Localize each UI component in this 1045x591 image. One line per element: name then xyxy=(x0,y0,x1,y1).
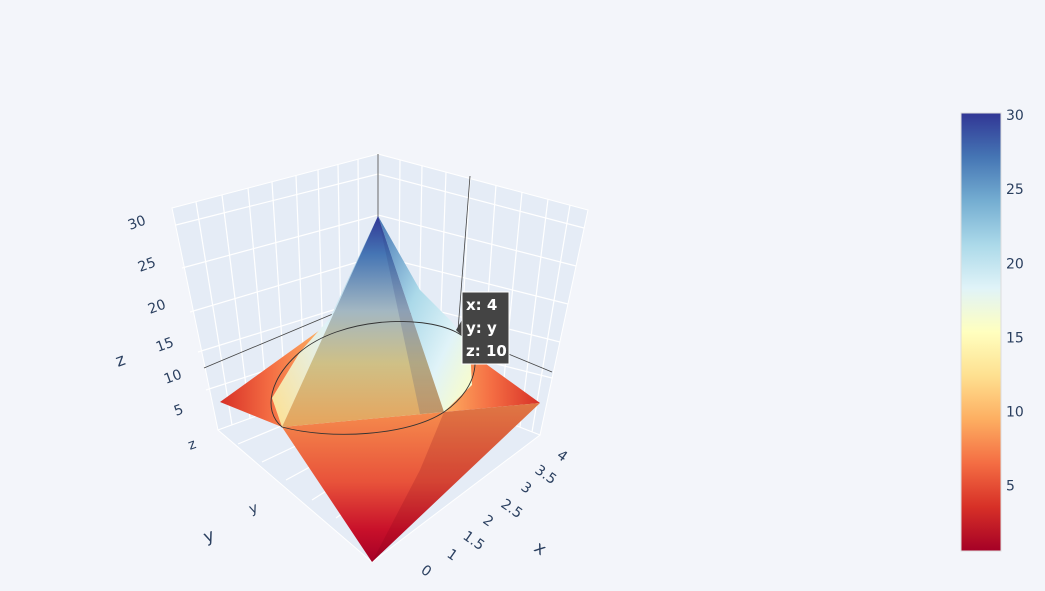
x-tick-label: 3 xyxy=(518,479,534,497)
x-tick-label: 3.5 xyxy=(532,462,559,488)
y-axis-ticks: y xyxy=(247,500,260,518)
z-tick-label: 15 xyxy=(154,335,176,356)
y-tick-label: y xyxy=(247,500,260,518)
z-tick-label: 30 xyxy=(126,213,148,234)
z-axis-title: z xyxy=(113,350,128,372)
z-tick-label: 20 xyxy=(146,297,168,318)
hover-x: x: 4 xyxy=(466,296,497,314)
surface[interactable] xyxy=(220,216,540,562)
contour-ring xyxy=(270,321,476,435)
colorbar-tick-label: 15 xyxy=(1006,330,1024,346)
x-axis-title: x xyxy=(530,538,550,560)
colorbar-tick-label: 5 xyxy=(1006,479,1015,495)
x-tick-label: 1.5 xyxy=(460,528,487,554)
surface-left-wing xyxy=(220,330,320,427)
x-tick-label: 2 xyxy=(480,512,496,530)
cone-left-flank xyxy=(272,216,378,427)
z-tick-label: z xyxy=(186,436,198,454)
hover-z: z: 10 xyxy=(466,342,507,360)
y-axis-title: y xyxy=(201,525,217,547)
hover-tooltip: x: 4 y: y z: 10 xyxy=(456,291,510,365)
x-tick-label: 0 xyxy=(418,562,434,580)
colorbar-gradient xyxy=(960,112,1002,552)
x-tick-label: 2.5 xyxy=(498,496,525,522)
z-tick-label: 10 xyxy=(162,367,184,388)
colorbar-tick-label: 30 xyxy=(1006,108,1024,124)
z-tick-label: 5 xyxy=(172,402,186,420)
z-axis-ticks: 30 25 20 15 10 5z xyxy=(126,213,198,454)
surface-lower-plane xyxy=(282,403,540,562)
x-tick-label: 1 xyxy=(444,546,460,564)
colorbar-tick-label: 20 xyxy=(1006,256,1024,272)
cone-front-face xyxy=(282,216,444,427)
colorbar-ticks: 30 25 20 15 10 5 xyxy=(1006,108,1024,495)
colorbar-tick-label: 25 xyxy=(1006,182,1024,198)
hover-y: y: y xyxy=(466,319,497,337)
x-tick-label: 4 xyxy=(554,447,571,465)
colorbar-tick-label: 10 xyxy=(1006,405,1024,421)
cone-right-flank xyxy=(378,216,472,412)
colorbar xyxy=(960,112,1002,552)
plane-shade xyxy=(372,403,540,562)
z-tick-label: 25 xyxy=(136,255,158,276)
cone-shade xyxy=(378,216,444,414)
